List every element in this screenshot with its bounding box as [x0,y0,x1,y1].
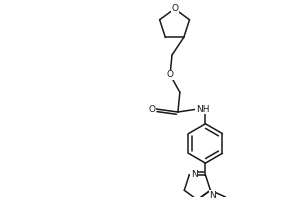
Text: N: N [191,170,198,179]
Text: O: O [167,70,174,79]
Text: O: O [171,4,178,13]
Text: NH: NH [196,105,209,114]
Text: O: O [149,105,156,114]
Text: N: N [209,191,216,200]
